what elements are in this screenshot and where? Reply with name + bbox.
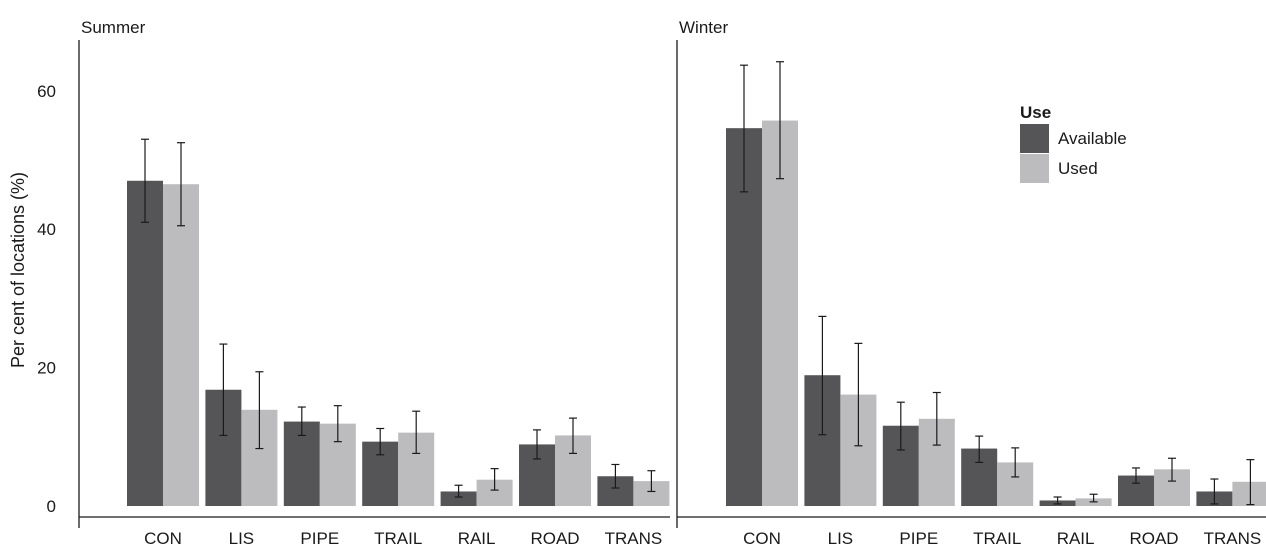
error-bar: [1011, 447, 1020, 478]
bar-available-rail: [440, 491, 477, 506]
legend-swatch-used: [1020, 154, 1049, 183]
x-tick-label: PIPE: [899, 529, 938, 547]
error-bar: [533, 429, 541, 460]
error-bar: [255, 371, 264, 450]
error-bar: [1246, 459, 1255, 506]
error-bar: [932, 391, 941, 446]
panel-winter: Winter CON LIS PIPE TRAIL RAIL ROAD TRANS: [676, 18, 1266, 547]
x-tick-label: RAIL: [458, 529, 496, 547]
error-bar: [740, 64, 748, 193]
error-bar: [1132, 467, 1140, 484]
bar-used-con: [163, 184, 199, 506]
error-bar: [177, 142, 185, 227]
x-tick-label: TRAIL: [374, 529, 422, 547]
error-bar: [776, 61, 784, 180]
bar-used-trans: [1232, 481, 1266, 506]
x-tick-label: PIPE: [300, 529, 339, 547]
error-bar: [141, 138, 149, 223]
x-tick-label: RAIL: [1057, 529, 1095, 547]
legend-title: Use: [1020, 103, 1051, 122]
chart-panels: Summer 0 20 40 60 CON LIS PIPE TRAIL RAIL ROAD TRAN…: [37, 18, 1266, 547]
error-bar: [818, 315, 827, 436]
x-tick-label: TRANS: [1204, 529, 1262, 547]
y-tick-label: 60: [37, 82, 56, 101]
error-bar: [647, 470, 656, 493]
y-tick-label: 20: [37, 359, 56, 378]
x-tick-label: ROAD: [1129, 529, 1178, 547]
error-bar: [219, 343, 228, 437]
y-axis-label: Per cent of locations (%): [8, 172, 28, 368]
error-bar: [896, 401, 905, 451]
bar-available-con: [127, 180, 163, 506]
x-tick-label: CON: [144, 529, 182, 547]
error-bar: [1053, 496, 1062, 505]
x-tick-label: TRAIL: [973, 529, 1021, 547]
legend-label-used: Used: [1058, 159, 1098, 178]
error-bar: [569, 417, 577, 455]
x-tick-label: ROAD: [530, 529, 579, 547]
legend: Use Available Used: [1020, 103, 1127, 183]
panel-summer: Summer 0 20 40 60 CON LIS PIPE TRAIL RAIL ROAD TRAN…: [37, 18, 670, 547]
error-bar: [490, 468, 499, 491]
error-bar: [454, 484, 463, 498]
panel-title: Winter: [679, 18, 728, 37]
error-bar: [611, 463, 620, 489]
error-bar: [854, 342, 863, 447]
x-tick-label: LIS: [828, 529, 854, 547]
bar-used-con: [762, 120, 798, 506]
x-tick-label: CON: [743, 529, 781, 547]
y-tick-label: 40: [37, 220, 56, 239]
error-bar: [975, 435, 984, 464]
error-bar: [333, 405, 342, 443]
error-bar: [1089, 493, 1098, 503]
legend-swatch-available: [1020, 124, 1049, 153]
x-tick-label: LIS: [229, 529, 255, 547]
legend-label-available: Available: [1058, 129, 1127, 148]
y-tick-label: 0: [47, 497, 56, 516]
error-bar: [1168, 457, 1176, 482]
x-tick-label: TRANS: [605, 529, 663, 547]
panel-title: Summer: [81, 18, 146, 37]
error-bar: [412, 410, 421, 455]
error-bar: [376, 427, 385, 456]
error-bar: [1210, 478, 1219, 505]
error-bar: [297, 406, 306, 437]
